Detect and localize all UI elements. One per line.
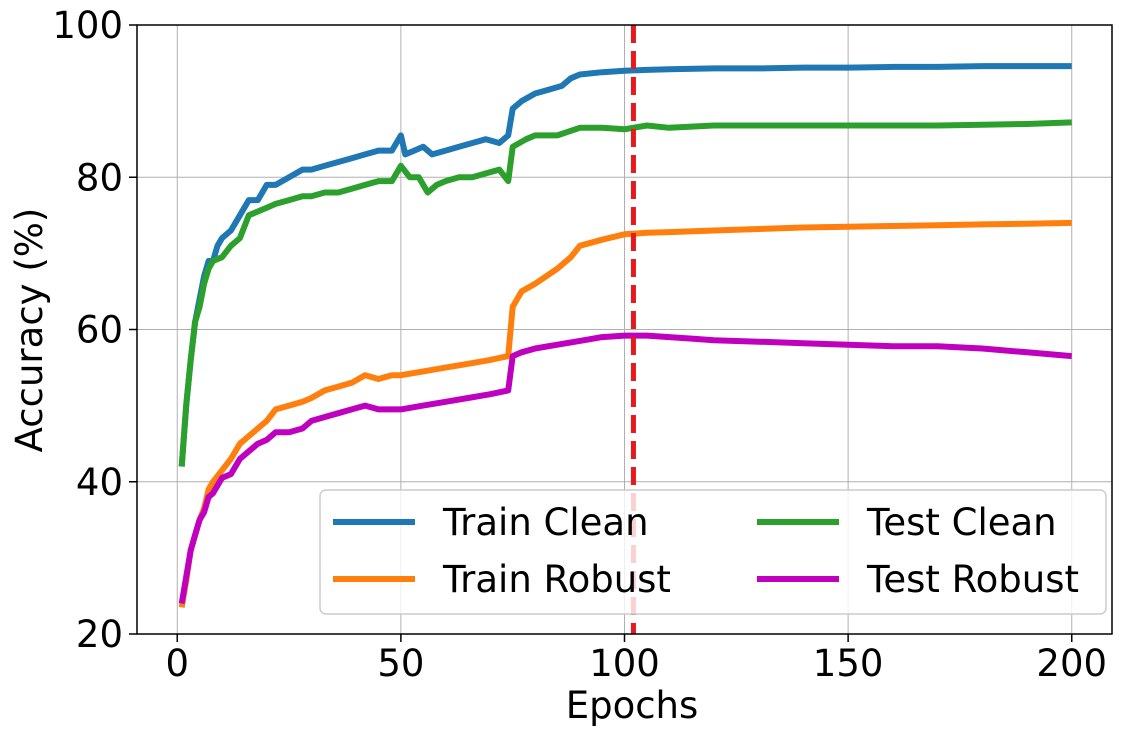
- legend-label: Train Clean: [442, 501, 649, 544]
- y-tick-label: 80: [76, 156, 123, 199]
- legend: Train Clean Train Robust Test Clean Test Ro…: [319, 489, 1107, 615]
- y-tick-label: 20: [76, 613, 123, 656]
- x-tick-label: 150: [813, 642, 884, 685]
- series-line-test-robust: [178, 332, 1072, 605]
- x-tick-label: 200: [1036, 642, 1107, 685]
- y-axis-ticks: 20 40 60 80 100: [52, 4, 137, 656]
- legend-entry: Test Clean: [757, 501, 1057, 544]
- x-axis-ticks: 0 50 100 150 200: [165, 634, 1107, 685]
- legend-label: Test Robust: [866, 558, 1079, 601]
- y-tick-label: 40: [76, 461, 123, 504]
- series-line-train-clean: [178, 63, 1072, 467]
- legend-box: [319, 489, 1107, 615]
- y-tick-label: 100: [52, 4, 123, 47]
- legend-entry: Test Robust: [757, 558, 1079, 601]
- series-line-test-clean: [178, 119, 1072, 467]
- x-axis-label: Epochs: [566, 684, 699, 727]
- legend-label: Train Robust: [442, 558, 671, 601]
- x-tick-label: 100: [589, 642, 660, 685]
- legend-label: Test Clean: [866, 501, 1057, 544]
- y-tick-label: 60: [76, 309, 123, 352]
- series-line-train-robust: [178, 219, 1072, 608]
- series-lines: [178, 63, 1072, 608]
- x-tick-label: 50: [377, 642, 424, 685]
- y-axis-label: Accuracy (%): [8, 208, 51, 453]
- legend-entry: Train Robust: [333, 558, 671, 601]
- x-tick-label: 0: [165, 642, 189, 685]
- legend-entry: Train Clean: [333, 501, 649, 544]
